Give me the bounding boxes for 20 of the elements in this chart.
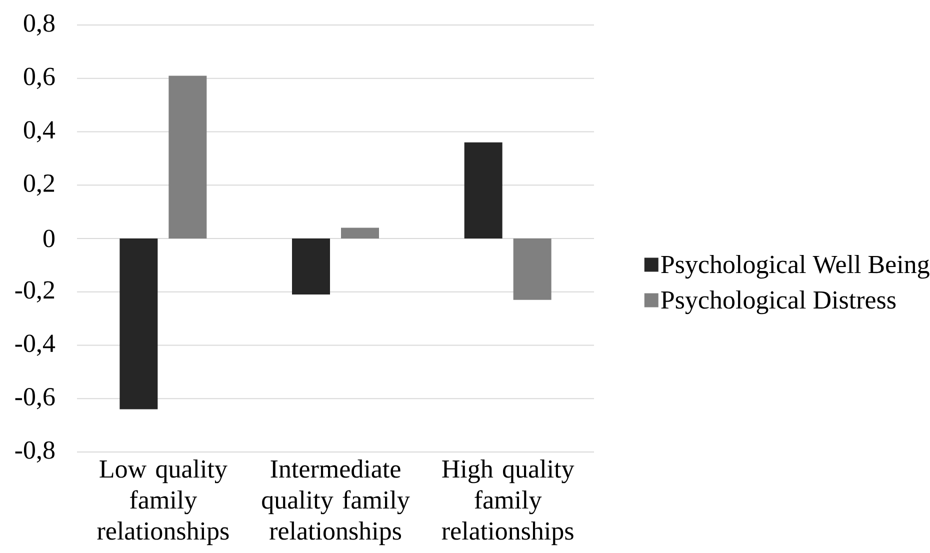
bar — [464, 142, 502, 238]
legend-label: Psychological Well Being — [661, 254, 930, 279]
x-tick-label: Intermediate quality family relationships — [262, 460, 410, 546]
bar — [513, 238, 552, 300]
y-tick-label: -0,6 — [15, 388, 55, 410]
y-tick-label: 0,2 — [24, 174, 54, 196]
x-tick-label: High quality family relationships — [442, 460, 574, 546]
y-tick-label: 0,6 — [24, 68, 55, 90]
y-tick-label: 0 — [43, 230, 54, 248]
legend-label: Psychological Distress — [661, 290, 896, 314]
y-tick-label: -0,4 — [15, 334, 56, 356]
y-tick-label: -0,2 — [15, 281, 54, 303]
y-tick-label: 0,8 — [24, 14, 54, 36]
bar — [292, 238, 330, 295]
y-tick-label: -0,8 — [15, 441, 54, 463]
bar — [168, 76, 207, 238]
y-tick-label: 0,4 — [24, 121, 56, 142]
bar — [120, 238, 158, 410]
bar — [341, 228, 379, 238]
x-tick-label: Low quality family relationships — [97, 460, 229, 546]
